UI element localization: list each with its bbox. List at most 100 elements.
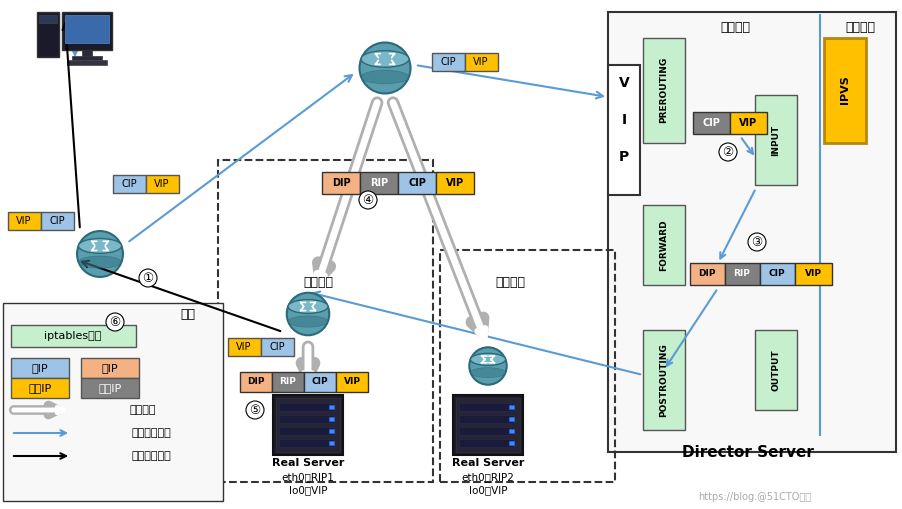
Text: CIP: CIP xyxy=(701,118,719,128)
Circle shape xyxy=(469,347,506,385)
Bar xyxy=(276,398,340,452)
Bar xyxy=(39,15,57,23)
Text: CIP: CIP xyxy=(269,342,284,352)
Bar xyxy=(509,405,513,409)
Text: DIP: DIP xyxy=(331,178,350,188)
Bar xyxy=(689,263,724,285)
Bar xyxy=(72,56,102,60)
Circle shape xyxy=(77,231,123,277)
Bar xyxy=(431,53,465,71)
Text: VIP: VIP xyxy=(446,178,464,188)
Bar xyxy=(328,417,334,421)
Text: 响应报文流向: 响应报文流向 xyxy=(131,451,170,461)
Ellipse shape xyxy=(78,256,122,268)
Text: ②: ② xyxy=(722,146,732,158)
Bar xyxy=(458,427,513,435)
Text: 请求报文流向: 请求报文流向 xyxy=(131,428,170,438)
Bar xyxy=(607,12,895,452)
Text: Director Server: Director Server xyxy=(681,445,813,461)
Bar xyxy=(328,441,334,445)
Bar xyxy=(692,112,729,134)
Bar xyxy=(81,358,139,378)
Text: IPVS: IPVS xyxy=(839,76,849,104)
Text: eth0：RIP1: eth0：RIP1 xyxy=(281,472,334,482)
Text: 内核空间: 内核空间 xyxy=(719,20,750,34)
Bar xyxy=(240,372,272,392)
Bar xyxy=(113,175,146,193)
Text: Real Server: Real Server xyxy=(272,458,344,468)
Bar xyxy=(824,38,865,143)
Bar xyxy=(724,263,759,285)
Bar xyxy=(754,330,796,410)
Text: CIP: CIP xyxy=(49,216,65,226)
Bar xyxy=(754,95,796,185)
Ellipse shape xyxy=(361,51,409,67)
Bar xyxy=(642,330,685,430)
Ellipse shape xyxy=(470,367,505,378)
Bar xyxy=(458,415,513,423)
Bar xyxy=(41,212,74,230)
Bar xyxy=(328,405,334,409)
Circle shape xyxy=(747,233,765,251)
Bar xyxy=(3,303,223,501)
Text: CIP: CIP xyxy=(768,269,785,278)
Text: 隧道流向: 隧道流向 xyxy=(130,405,156,415)
Bar xyxy=(279,415,334,423)
Text: POSTROUTING: POSTROUTING xyxy=(658,343,667,417)
Text: OUTPUT: OUTPUT xyxy=(770,349,779,391)
Bar xyxy=(62,12,112,50)
Circle shape xyxy=(359,191,376,209)
Text: 用户空间: 用户空间 xyxy=(844,20,874,34)
Bar xyxy=(11,325,136,347)
Bar xyxy=(456,398,520,452)
Ellipse shape xyxy=(288,316,327,327)
Bar xyxy=(279,427,334,435)
Text: VIP: VIP xyxy=(154,179,170,189)
Bar xyxy=(509,429,513,433)
Circle shape xyxy=(287,293,329,335)
Bar xyxy=(65,15,109,43)
Bar xyxy=(37,12,59,57)
Text: iptables的链: iptables的链 xyxy=(44,331,102,341)
Text: CIP: CIP xyxy=(121,179,137,189)
Text: DIP: DIP xyxy=(247,378,264,386)
Text: CIP: CIP xyxy=(311,378,328,386)
Text: 目标IP: 目标IP xyxy=(28,383,51,393)
Bar xyxy=(436,172,474,194)
Text: RIP: RIP xyxy=(370,178,388,188)
Bar xyxy=(509,417,513,421)
Circle shape xyxy=(718,143,736,161)
Text: I: I xyxy=(621,113,626,127)
Bar xyxy=(398,172,436,194)
Text: VIP: VIP xyxy=(236,342,252,352)
Bar xyxy=(272,372,304,392)
Text: Real Server: Real Server xyxy=(451,458,523,468)
Circle shape xyxy=(139,269,157,287)
Bar xyxy=(336,372,368,392)
Text: 图注: 图注 xyxy=(180,308,196,322)
Bar xyxy=(328,429,334,433)
Bar xyxy=(458,439,513,447)
Bar xyxy=(458,403,513,411)
Text: ⑥: ⑥ xyxy=(109,316,121,328)
Circle shape xyxy=(106,313,124,331)
Bar xyxy=(81,378,139,398)
Text: DIP: DIP xyxy=(697,269,715,278)
Text: 源IP: 源IP xyxy=(32,363,49,373)
Circle shape xyxy=(359,42,410,94)
Text: PREROUTING: PREROUTING xyxy=(658,57,667,123)
Text: 广州区域: 广州区域 xyxy=(303,276,333,290)
Bar xyxy=(509,441,513,445)
Text: VIP: VIP xyxy=(738,118,756,128)
Bar xyxy=(261,338,294,356)
Ellipse shape xyxy=(288,300,327,314)
Bar xyxy=(794,263,831,285)
Text: CIP: CIP xyxy=(439,57,456,67)
Bar xyxy=(304,372,336,392)
Text: INPUT: INPUT xyxy=(770,124,779,156)
Bar xyxy=(8,212,41,230)
Bar xyxy=(82,50,92,56)
Text: eth0：RIP2: eth0：RIP2 xyxy=(461,472,514,482)
Bar xyxy=(67,60,106,65)
Bar xyxy=(360,172,398,194)
